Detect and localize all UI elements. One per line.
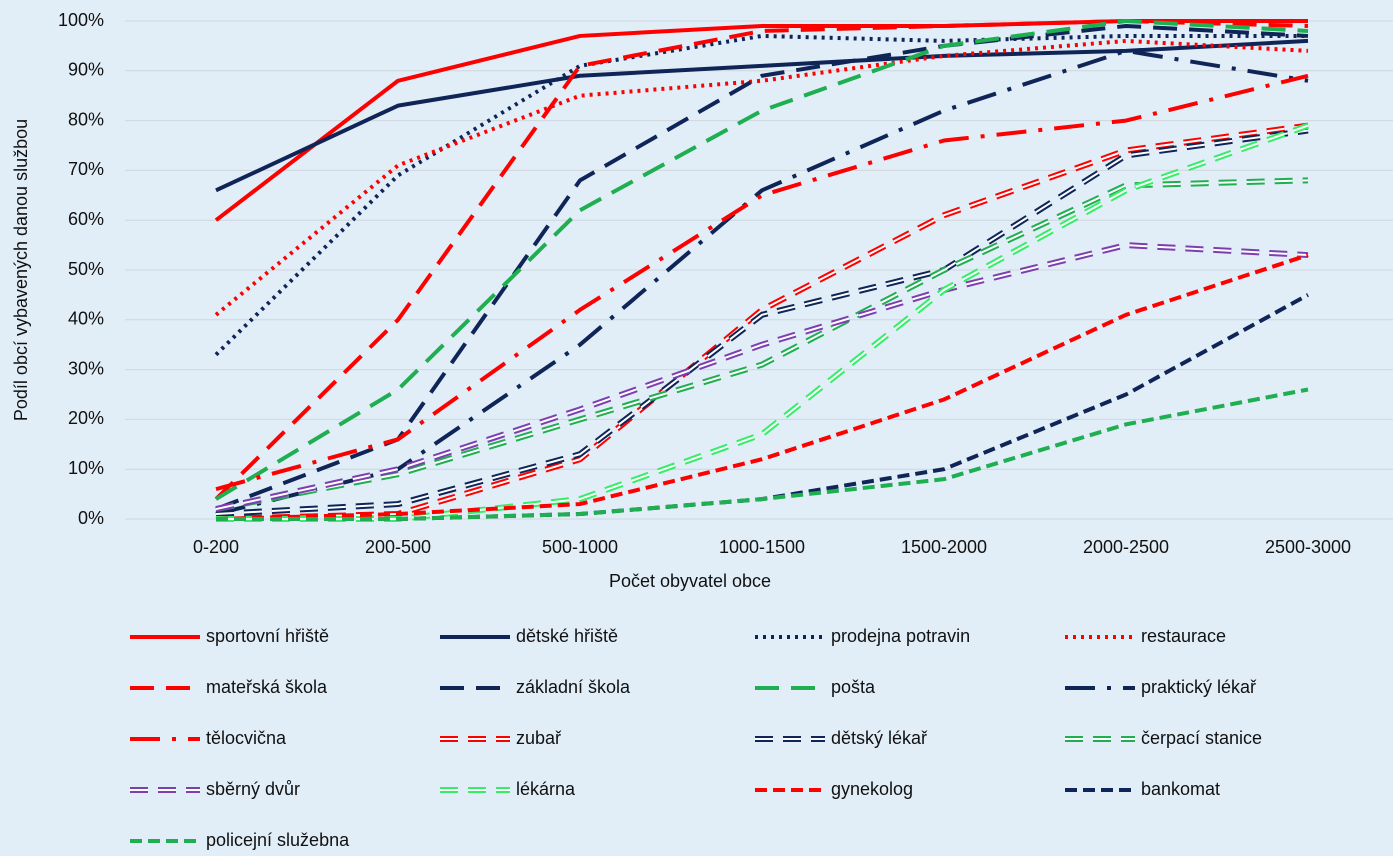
series-line [214, 33, 1308, 357]
series-line [214, 19, 1309, 501]
series-line [215, 253, 1309, 521]
x-tick-label: 200-500 [365, 537, 431, 557]
x-tick-label: 500-1000 [542, 537, 618, 557]
legend-label: restaurace [1141, 626, 1226, 646]
series-line [216, 293, 1309, 521]
y-tick-label: 20% [68, 408, 104, 428]
series-line [215, 23, 1309, 511]
x-tick-label: 0-200 [193, 537, 239, 557]
y-tick-label: 70% [68, 159, 104, 179]
series-line [215, 38, 1309, 193]
legend-label: sběrný dvůr [206, 779, 300, 799]
y-tick-label: 90% [68, 60, 104, 80]
legend-label: mateřská škola [206, 677, 328, 697]
series-line [215, 48, 1309, 516]
y-axis-label: Podíl obcí vybavených danou službou [11, 119, 31, 421]
y-tick-label: 60% [68, 209, 104, 229]
legend-label: dětské hřiště [516, 626, 618, 646]
legend-label: prodejna potravin [831, 626, 970, 646]
series-line [216, 387, 1309, 521]
legend-label: lékárna [516, 779, 576, 799]
series-line-inner [215, 179, 1309, 511]
x-tick-label: 1500-2000 [901, 537, 987, 557]
y-tick-label: 80% [68, 109, 104, 129]
y-tick-label: 50% [68, 259, 104, 279]
y-tick-label: 100% [58, 10, 104, 30]
y-tick-label: 40% [68, 309, 104, 329]
legend-label: praktický lékař [1141, 677, 1257, 697]
legend-label: sportovní hřiště [206, 626, 329, 646]
legend-label: gynekolog [831, 779, 913, 799]
legend-label: dětský lékař [831, 728, 928, 748]
series-line-inner [215, 129, 1309, 516]
legend-label: bankomat [1141, 779, 1220, 799]
y-tick-label: 0% [78, 508, 104, 528]
series-line [214, 38, 1309, 317]
legend-label: základní škola [516, 677, 631, 697]
series-line [215, 73, 1309, 492]
y-tick-label: 30% [68, 358, 104, 378]
series-line-inner [215, 244, 1309, 511]
legend-label: čerpací stanice [1141, 728, 1262, 748]
x-tick-label: 1000-1500 [719, 537, 805, 557]
series-line [215, 127, 1309, 518]
y-tick-label: 10% [68, 458, 104, 478]
legend-label: policejní služebna [206, 830, 350, 850]
x-tick-label: 2500-3000 [1265, 537, 1351, 557]
legend-label: tělocvična [206, 728, 287, 748]
x-axis-label: Počet obyvatel obce [609, 571, 771, 591]
legend-label: zubař [516, 728, 562, 748]
x-tick-label: 2000-2500 [1083, 537, 1169, 557]
legend-label: pošta [831, 677, 876, 697]
